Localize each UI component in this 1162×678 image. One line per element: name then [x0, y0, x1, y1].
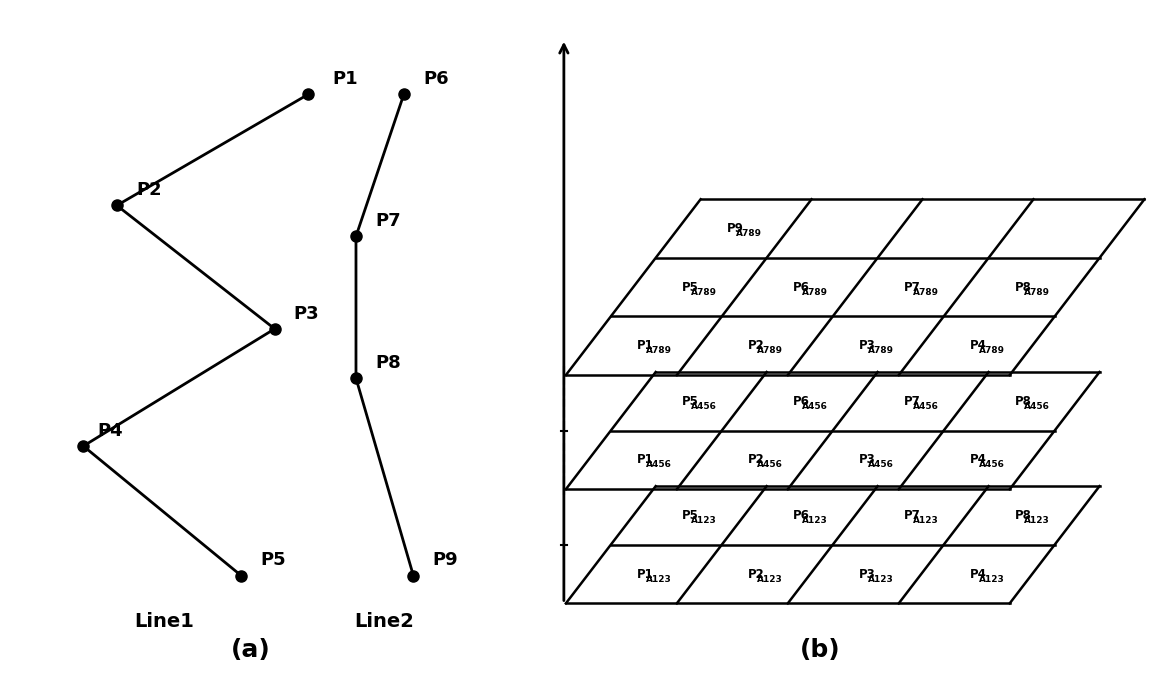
Text: A789: A789 — [912, 287, 939, 296]
Text: P5: P5 — [682, 281, 700, 294]
Text: A123: A123 — [646, 574, 672, 584]
Text: A789: A789 — [1024, 287, 1049, 296]
Text: P4: P4 — [970, 567, 987, 580]
Text: P5: P5 — [260, 551, 286, 570]
Text: P1: P1 — [637, 339, 654, 353]
Text: P1: P1 — [332, 71, 358, 88]
Text: A789: A789 — [802, 287, 827, 296]
Text: A456: A456 — [646, 460, 672, 469]
Text: P3: P3 — [294, 304, 320, 323]
Text: P1: P1 — [637, 567, 654, 580]
Text: P4: P4 — [970, 339, 987, 353]
Text: P3: P3 — [859, 339, 876, 353]
Text: P8: P8 — [1014, 281, 1032, 294]
Text: A123: A123 — [1024, 516, 1049, 525]
Text: P8: P8 — [1014, 395, 1032, 408]
Text: A456: A456 — [802, 402, 827, 411]
Text: P5: P5 — [682, 509, 700, 522]
Text: Line2: Line2 — [354, 612, 415, 631]
Text: A123: A123 — [868, 574, 894, 584]
Text: A456: A456 — [868, 460, 894, 469]
Text: A456: A456 — [912, 402, 939, 411]
Text: A123: A123 — [802, 516, 827, 525]
Text: P4: P4 — [970, 454, 987, 466]
Text: P4: P4 — [98, 422, 123, 440]
Text: A789: A789 — [690, 287, 717, 296]
Text: P2: P2 — [748, 454, 765, 466]
Text: P1: P1 — [637, 454, 654, 466]
Text: P8: P8 — [375, 354, 401, 372]
Text: A789: A789 — [646, 346, 672, 355]
Text: P6: P6 — [792, 395, 810, 408]
Text: P7: P7 — [904, 395, 920, 408]
Text: A456: A456 — [978, 460, 1004, 469]
Text: A123: A123 — [690, 516, 717, 525]
Text: P3: P3 — [859, 454, 876, 466]
Text: A789: A789 — [978, 346, 1005, 355]
Text: P3: P3 — [859, 567, 876, 580]
Text: P5: P5 — [682, 395, 700, 408]
Text: P8: P8 — [1014, 509, 1032, 522]
Text: A123: A123 — [912, 516, 939, 525]
Text: A789: A789 — [756, 346, 783, 355]
Text: (b): (b) — [799, 638, 840, 662]
Text: P9: P9 — [432, 551, 458, 570]
Text: A789: A789 — [868, 346, 894, 355]
Text: P7: P7 — [904, 509, 920, 522]
Text: A456: A456 — [1024, 402, 1049, 411]
Text: P2: P2 — [748, 339, 765, 353]
Text: P2: P2 — [136, 181, 162, 199]
Text: P7: P7 — [904, 281, 920, 294]
Text: A456: A456 — [690, 402, 717, 411]
Text: A123: A123 — [978, 574, 1004, 584]
Text: P6: P6 — [792, 281, 810, 294]
Text: P2: P2 — [748, 567, 765, 580]
Text: A789: A789 — [736, 229, 761, 238]
Text: P6: P6 — [792, 509, 810, 522]
Text: P9: P9 — [727, 222, 744, 235]
Text: A456: A456 — [756, 460, 783, 469]
Text: (a): (a) — [231, 638, 271, 662]
Text: Line1: Line1 — [135, 612, 194, 631]
Text: P6: P6 — [423, 71, 449, 88]
Text: P7: P7 — [375, 212, 401, 230]
Text: A123: A123 — [756, 574, 782, 584]
